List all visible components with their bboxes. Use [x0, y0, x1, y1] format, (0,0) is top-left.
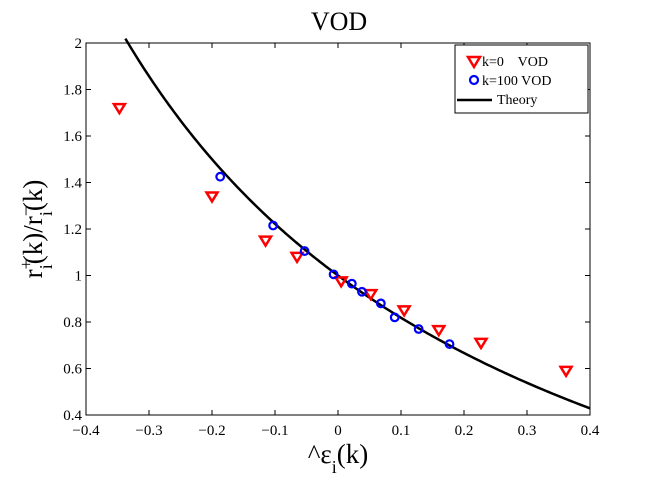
x-tick-label: −0.3 [135, 423, 162, 439]
k100-data-point [215, 171, 226, 182]
k100-data-point [375, 298, 386, 309]
x-tick-label: 0.3 [518, 423, 537, 439]
k0-data-point [289, 251, 305, 265]
k100-data-point [268, 220, 279, 231]
x-tick-label: −0.1 [261, 423, 288, 439]
x-tick-label: 0.1 [392, 423, 411, 439]
y-tick-label: 1.8 [63, 83, 82, 99]
k100-data-point [444, 339, 455, 349]
x-tick-label: 0.4 [581, 423, 600, 439]
legend-marker-k0 [465, 55, 483, 70]
k0-data-point [473, 337, 489, 351]
chart-title: VOD [311, 7, 367, 36]
k100-data-point [346, 278, 357, 289]
k0-data-point [257, 235, 274, 249]
x-tick-label: 0.2 [455, 423, 474, 439]
k0-data-point [558, 365, 574, 379]
x-axis-ticks: −0.4 −0.3 −0.2 −0.1 0 0.1 0.2 0.3 0.4 [72, 43, 600, 439]
legend-label-k0: k=0 VOD [482, 55, 548, 70]
legend: k=0 VOD k=100 VOD Theory [454, 44, 589, 114]
k100-data-point [357, 286, 367, 297]
x-tick-label: 0 [334, 423, 342, 439]
k0-data-point [363, 288, 379, 302]
k100-data-point [413, 324, 424, 334]
x-axis-label: ^εi(k) [308, 439, 369, 477]
x-tick-label: −0.2 [198, 423, 225, 439]
k0-data-point [111, 102, 128, 116]
y-axis-ticks: 0.4 0.6 0.8 1 1.2 1.4 1.6 1.8 2 [63, 36, 590, 424]
y-tick-label: 2 [75, 36, 83, 52]
y-tick-label: 0.4 [63, 408, 82, 424]
legend-marker-k100 [468, 74, 480, 86]
k0-data-point [333, 276, 349, 289]
k0-data-point [396, 305, 412, 318]
y-tick-label: 0.8 [63, 315, 82, 331]
k100-data-point [328, 269, 339, 280]
legend-label-theory: Theory [497, 93, 537, 108]
x-tick-label: −0.4 [72, 423, 100, 439]
y-tick-label: 1.2 [63, 222, 82, 238]
data-series-layer [111, 37, 591, 410]
y-tick-label: 1.6 [63, 129, 82, 145]
y-tick-label: 1.4 [63, 176, 82, 192]
k0-data-point [431, 324, 447, 338]
y-tick-label: 1 [75, 269, 83, 285]
k0-data-point [204, 191, 220, 204]
k100-data-point [299, 246, 310, 256]
y-axis-label: r+i(k)/r−i(k) [16, 180, 56, 279]
k100-data-point [389, 312, 400, 323]
legend-label-k100: k=100 VOD [482, 74, 551, 89]
y-tick-label: 0.6 [63, 362, 82, 378]
